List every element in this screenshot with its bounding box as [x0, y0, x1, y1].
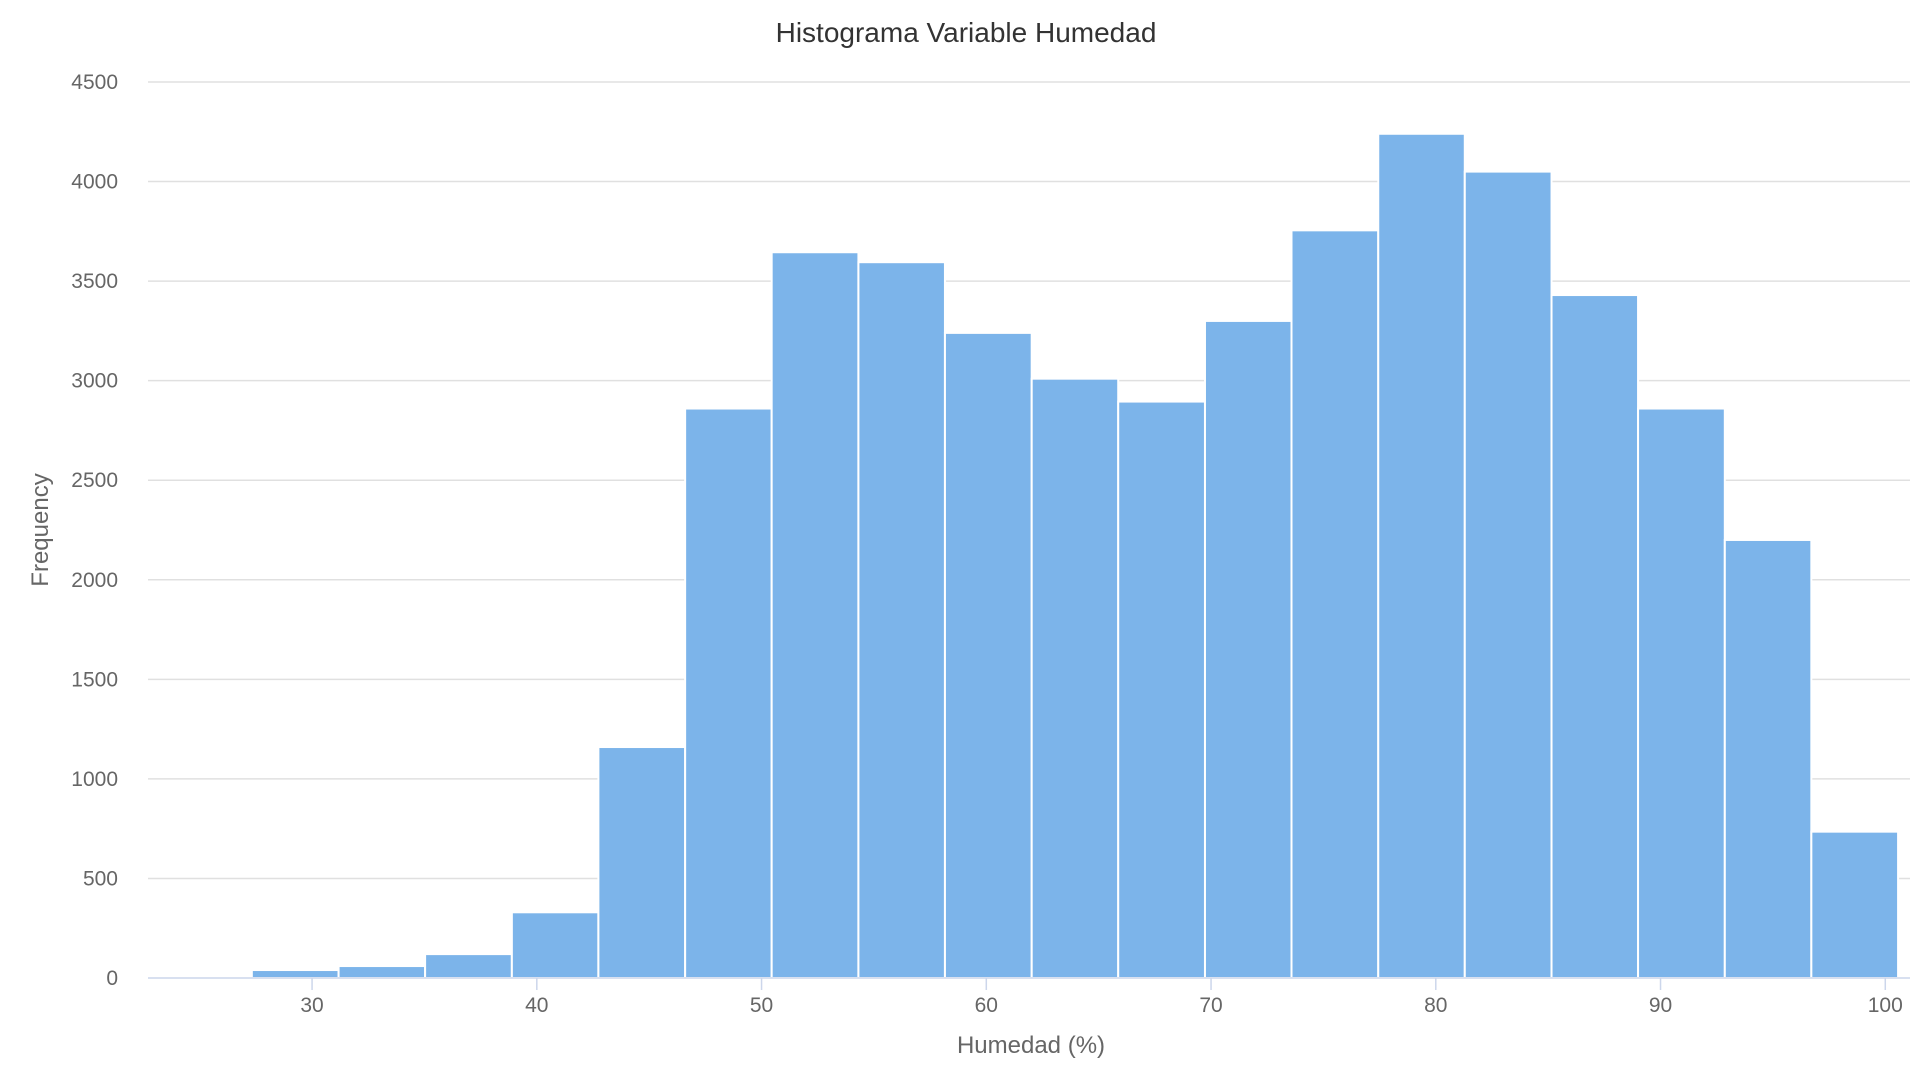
histogram-bar	[857, 261, 946, 979]
x-tick-label: 90	[1649, 994, 1672, 1017]
x-tick-label: 80	[1424, 994, 1447, 1017]
bars	[164, 132, 1900, 980]
histogram-bar	[424, 953, 513, 980]
histogram-bar	[1030, 377, 1120, 980]
histogram-bar	[1117, 400, 1206, 980]
x-tick-label: 30	[300, 994, 323, 1017]
chart-title: Histograma Variable Humedad	[776, 17, 1157, 48]
histogram-bar	[510, 911, 600, 979]
histogram-bar	[597, 746, 687, 980]
y-tick-label: 3500	[71, 270, 118, 293]
histogram-bar	[1637, 407, 1726, 979]
x-axis-title: Humedad (%)	[957, 1032, 1105, 1059]
histogram-bar	[1550, 294, 1640, 979]
histogram-bar	[1463, 170, 1553, 980]
histogram-bar	[1810, 830, 1900, 979]
x-tick-label: 50	[750, 994, 773, 1017]
y-tick-label: 4500	[71, 71, 118, 94]
histogram-bar	[684, 407, 773, 979]
y-tick-label: 500	[83, 867, 118, 890]
histogram-bar	[1723, 538, 1813, 979]
axes: 0 500 1000 1500 2000 2500 3000 3500 4000 4500 30 40…	[71, 71, 1910, 1017]
x-tick-label: 100	[1868, 994, 1903, 1017]
y-axis-title: Frequency	[27, 473, 54, 586]
y-tick-label: 0	[106, 967, 118, 990]
y-tick-label: 2000	[71, 569, 118, 592]
histogram-bar	[1377, 132, 1466, 980]
histogram-bar	[337, 965, 427, 980]
y-tick-label: 4000	[71, 171, 118, 194]
histogram-bar	[1203, 319, 1293, 979]
x-tick-label: 60	[975, 994, 998, 1017]
y-tick-label: 3000	[71, 370, 118, 393]
histogram-bar	[770, 251, 860, 980]
y-tick-label: 2500	[71, 469, 118, 492]
y-tick-label: 1500	[71, 668, 118, 691]
histogram-bar	[943, 331, 1033, 979]
x-tick-label: 70	[1199, 994, 1222, 1017]
histogram-bar	[1290, 229, 1380, 980]
x-tick-label: 40	[525, 994, 548, 1017]
histogram-bar	[250, 969, 340, 980]
y-tick-label: 1000	[71, 768, 118, 791]
